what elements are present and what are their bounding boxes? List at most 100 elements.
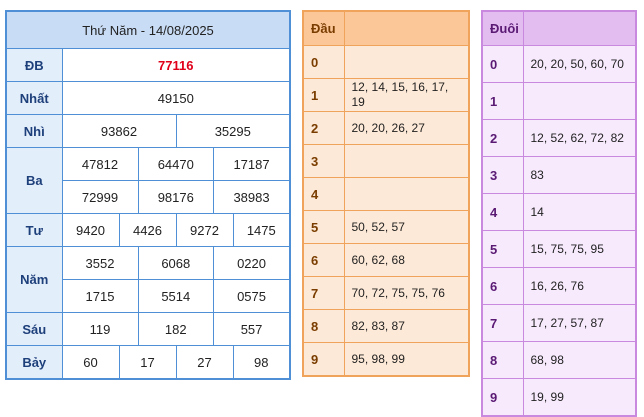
dau-key: 3	[302, 144, 345, 178]
duoi-row: 5 15, 75, 75, 95	[481, 230, 637, 268]
prize-value: 6068	[138, 247, 215, 279]
prize-value: 49150	[61, 81, 291, 115]
duoi-values: 15, 75, 75, 95	[522, 230, 637, 268]
prize-row-nhi: Nhì 93862 35295	[5, 114, 291, 148]
duoi-values: 20, 20, 50, 60, 70	[522, 45, 637, 83]
duoi-values	[522, 82, 637, 120]
duoi-row: 6 16, 26, 76	[481, 267, 637, 305]
dau-values: 82, 83, 87	[343, 309, 470, 343]
prize-row-bay: Bảy 60 17 27 98	[5, 345, 291, 380]
dau-row: 5 50, 52, 57	[302, 210, 470, 244]
duoi-values: 19, 99	[522, 378, 637, 417]
dau-key: 0	[302, 45, 345, 79]
prize-row-nam: Năm 3552 6068 0220	[5, 246, 291, 313]
prize-value: 98	[232, 345, 291, 380]
duoi-row: 9 19, 99	[481, 378, 637, 417]
prize-label-db: ĐB	[5, 48, 63, 82]
prize-label-tu: Tư	[5, 213, 63, 247]
prize-value: 0220	[237, 255, 266, 271]
prize-label-sau: Sáu	[5, 312, 63, 346]
dau-row: 0	[302, 45, 470, 79]
duoi-row: 3 83	[481, 156, 637, 194]
duoi-row: 1	[481, 82, 637, 120]
prize-value: 1715	[62, 280, 139, 312]
dau-values	[343, 177, 470, 211]
duoi-values: 14	[522, 193, 637, 231]
duoi-key: 6	[481, 267, 524, 305]
dau-row: 9 95, 98, 99	[302, 342, 470, 377]
prize-value: 93862	[61, 114, 177, 148]
prize-value: 64470	[138, 148, 215, 180]
prize-value: 35295	[175, 114, 291, 148]
prize-value: 4426	[118, 213, 177, 247]
dau-header-blank	[343, 10, 470, 46]
dau-row: 2 20, 20, 26, 27	[302, 111, 470, 145]
dau-values: 12, 14, 15, 16, 17, 19	[343, 78, 470, 112]
dau-table: Đầu 0 1 12, 14, 15, 16, 17, 19 2 20, 20, 2…	[302, 10, 470, 377]
dau-key: 8	[302, 309, 345, 343]
duoi-values: 17, 27, 57, 87	[522, 304, 637, 342]
duoi-key: 1	[481, 82, 524, 120]
duoi-key: 9	[481, 378, 524, 417]
dau-row: 8 82, 83, 87	[302, 309, 470, 343]
prize-value: 60	[61, 345, 120, 380]
dau-key: 5	[302, 210, 345, 244]
prize-value: 182	[138, 313, 215, 345]
duoi-row: 7 17, 27, 57, 87	[481, 304, 637, 342]
prize-label-bay: Bảy	[5, 345, 63, 380]
duoi-header-blank	[522, 10, 637, 46]
prize-label-nhi: Nhì	[5, 114, 63, 148]
prize-value: 0575	[237, 288, 266, 304]
prize-value: 17187	[233, 156, 270, 172]
prize-value: 38983	[233, 189, 270, 205]
dau-values: 50, 52, 57	[343, 210, 470, 244]
prize-value: 9420	[61, 213, 120, 247]
results-title: Thứ Năm - 14/08/2025	[5, 10, 291, 49]
dau-values	[343, 144, 470, 178]
dau-key: 4	[302, 177, 345, 211]
duoi-row: 2 12, 52, 62, 72, 82	[481, 119, 637, 157]
dau-key: 9	[302, 342, 345, 377]
duoi-values: 83	[522, 156, 637, 194]
prize-label-nam: Năm	[5, 246, 63, 313]
prize-row-nam-2: 1715 5514 0575	[6, 279, 291, 313]
dau-values: 70, 72, 75, 75, 76	[343, 276, 470, 310]
duoi-values: 16, 26, 76	[522, 267, 637, 305]
duoi-values: 12, 52, 62, 72, 82	[522, 119, 637, 157]
prize-label-nhat: Nhất	[5, 81, 63, 115]
duoi-row: 8 68, 98	[481, 341, 637, 379]
prize-value: 9272	[175, 213, 234, 247]
dau-row: 4	[302, 177, 470, 211]
prize-value: 3552	[62, 247, 139, 279]
duoi-row: 4 14	[481, 193, 637, 231]
prize-label-ba: Ba	[5, 147, 63, 214]
duoi-key: 0	[481, 45, 524, 83]
prize-value: 72999	[62, 181, 139, 213]
prize-value: 1475	[232, 213, 291, 247]
duoi-key: 4	[481, 193, 524, 231]
dau-key: 7	[302, 276, 345, 310]
duoi-key: 2	[481, 119, 524, 157]
prize-row-db: ĐB 77116	[5, 48, 291, 82]
dau-values: 60, 62, 68	[343, 243, 470, 277]
duoi-key: 7	[481, 304, 524, 342]
dau-key: 6	[302, 243, 345, 277]
prize-value: 77116	[61, 48, 291, 82]
dau-values	[343, 45, 470, 79]
prize-row-ba: Ba 47812 64470 17187	[5, 147, 291, 214]
prize-value: 98176	[138, 181, 215, 213]
dau-key: 2	[302, 111, 345, 145]
duoi-header: Đuôi	[481, 10, 524, 46]
prize-value: 47812	[62, 148, 139, 180]
dau-values: 95, 98, 99	[343, 342, 470, 377]
dau-row: 6 60, 62, 68	[302, 243, 470, 277]
prize-row-nhat: Nhất 49150	[5, 81, 291, 115]
dau-row: 1 12, 14, 15, 16, 17, 19	[302, 78, 470, 112]
dau-row: 3	[302, 144, 470, 178]
dau-values: 20, 20, 26, 27	[343, 111, 470, 145]
duoi-table: Đuôi 0 20, 20, 50, 60, 70 1 2 12, 52, 62, …	[481, 10, 637, 417]
prize-value: 17	[118, 345, 177, 380]
prize-row-tu: Tư 9420 4426 9272 1475	[5, 213, 291, 247]
duoi-key: 5	[481, 230, 524, 268]
prize-row-ba-2: 72999 98176 38983	[6, 180, 291, 214]
